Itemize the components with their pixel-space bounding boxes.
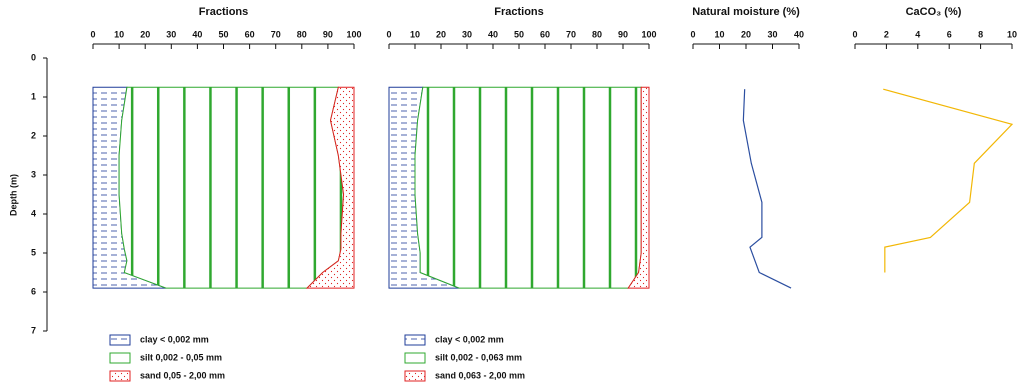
x-tick-label: 50 <box>514 29 524 39</box>
x-tick-label: 40 <box>488 29 498 39</box>
x-tick-label: 20 <box>741 29 751 39</box>
legend-label: clay < 0,002 mm <box>435 334 504 344</box>
legend-label: sand 0,05 - 2,00 mm <box>140 370 225 380</box>
panel-title: Fractions <box>494 6 544 18</box>
data-line <box>742 89 792 289</box>
x-tick-label: 50 <box>218 29 228 39</box>
x-tick-label: 80 <box>592 29 602 39</box>
fraction-area <box>305 86 355 289</box>
x-tick-label: 8 <box>978 29 983 39</box>
x-tick-label: 60 <box>245 29 255 39</box>
x-tick-label: 0 <box>852 29 857 39</box>
x-tick-label: 0 <box>386 29 391 39</box>
x-tick-label: 10 <box>410 29 420 39</box>
x-tick-label: 30 <box>767 29 777 39</box>
y-axis-label: Depth (m) <box>8 174 18 216</box>
x-tick-label: 100 <box>641 29 656 39</box>
legend-swatch <box>109 352 131 364</box>
x-tick-label: 30 <box>462 29 472 39</box>
x-tick-label: 100 <box>346 29 361 39</box>
legend-label: sand 0,063 - 2,00 mm <box>435 370 525 380</box>
fraction-area <box>627 86 650 289</box>
x-tick-label: 40 <box>794 29 804 39</box>
x-tick-label: 40 <box>192 29 202 39</box>
x-tick-label: 2 <box>884 29 889 39</box>
x-tick-label: 60 <box>540 29 550 39</box>
legend-swatch <box>404 370 426 382</box>
x-tick-label: 0 <box>690 29 695 39</box>
x-tick-label: 20 <box>436 29 446 39</box>
x-tick-label: 0 <box>90 29 95 39</box>
legend-label: silt 0,002 - 0,05 mm <box>140 352 222 362</box>
data-line <box>883 88 1014 273</box>
fraction-area <box>414 86 642 289</box>
legend-label: clay < 0,002 mm <box>140 334 209 344</box>
x-tick-label: 70 <box>566 29 576 39</box>
y-tick-label: 4 <box>31 208 36 218</box>
fraction-area <box>118 86 345 289</box>
y-tick-label: 5 <box>31 247 36 257</box>
y-tick-label: 1 <box>31 91 36 101</box>
y-tick-label: 2 <box>31 130 36 140</box>
x-tick-label: 10 <box>114 29 124 39</box>
panel-title: Fractions <box>199 6 249 18</box>
x-tick-label: 20 <box>140 29 150 39</box>
panel-title: CaCO₃ (%) <box>906 6 962 18</box>
x-tick-label: 4 <box>915 29 920 39</box>
x-tick-label: 10 <box>1007 29 1017 39</box>
y-tick-label: 3 <box>31 169 36 179</box>
x-tick-label: 80 <box>297 29 307 39</box>
legend-swatch <box>109 334 131 346</box>
x-tick-label: 90 <box>618 29 628 39</box>
y-tick-label: 0 <box>31 52 36 62</box>
x-tick-label: 30 <box>166 29 176 39</box>
y-tick-label: 6 <box>31 286 36 296</box>
y-tick-label: 7 <box>31 325 36 335</box>
legend-label: silt 0,002 - 0,063 mm <box>435 352 522 362</box>
x-tick-label: 10 <box>714 29 724 39</box>
x-tick-label: 70 <box>271 29 281 39</box>
x-tick-label: 90 <box>323 29 333 39</box>
x-tick-label: 6 <box>947 29 952 39</box>
legend-swatch <box>109 370 131 382</box>
panel-title: Natural moisture (%) <box>692 6 800 18</box>
legend-swatch <box>404 352 426 364</box>
legend-swatch <box>404 334 426 346</box>
